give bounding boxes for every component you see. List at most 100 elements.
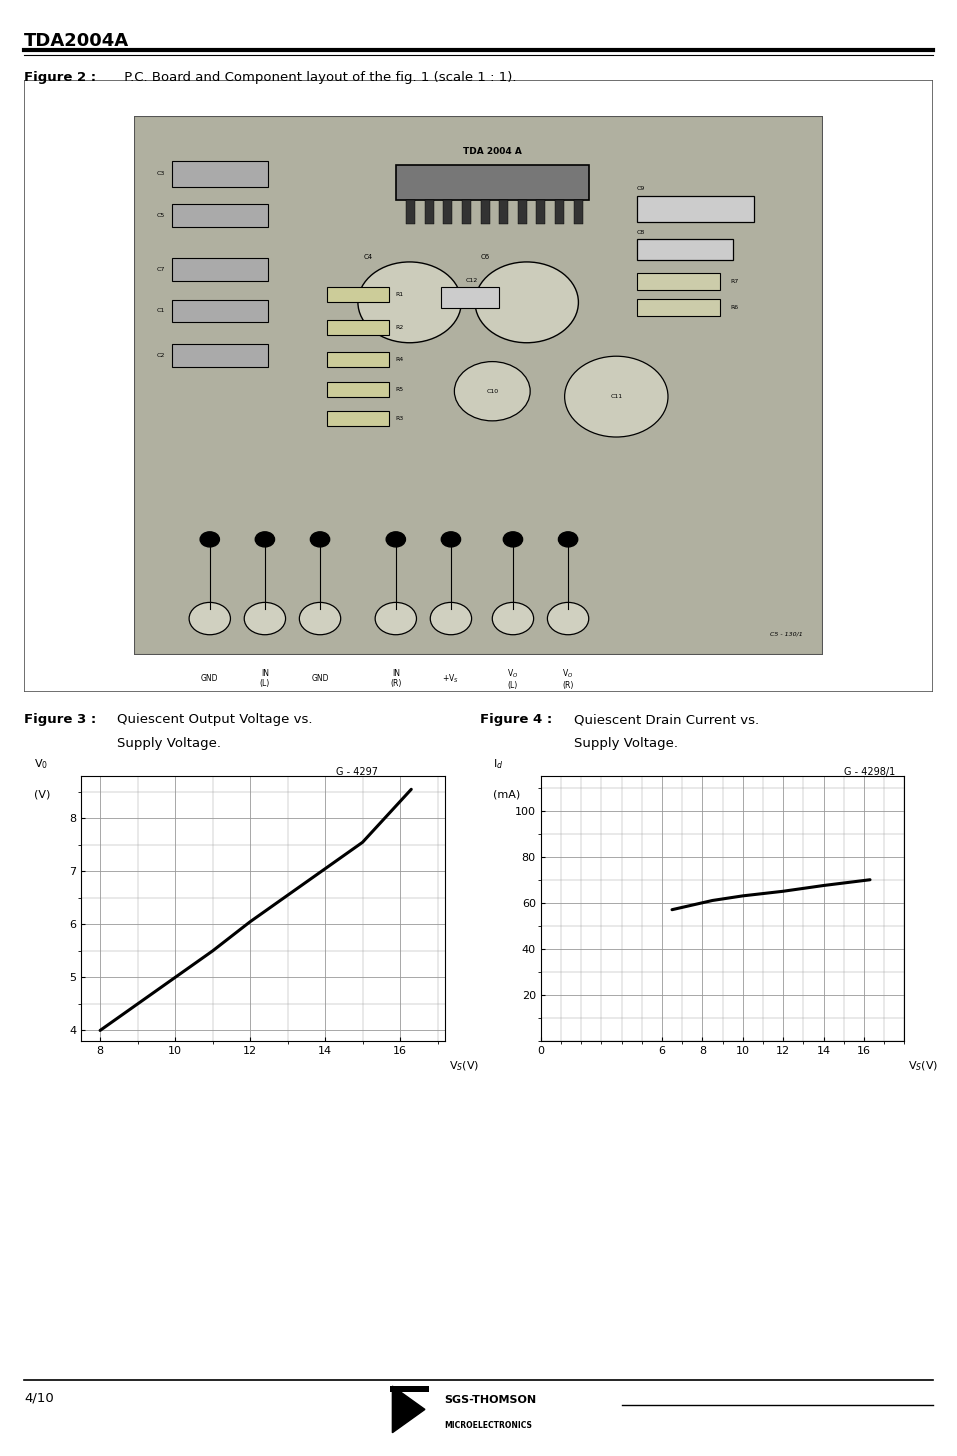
Point (259, 530, 271, 547)
Bar (480, 199, 490, 224)
Circle shape (300, 603, 341, 635)
Text: C8: C8 (637, 230, 645, 234)
Text: Quiescent Drain Current vs.: Quiescent Drain Current vs. (574, 713, 759, 727)
Bar (406, 199, 415, 224)
Point (390, 530, 402, 547)
Bar (172, 258, 268, 281)
Bar (172, 345, 268, 367)
Text: C9: C9 (637, 186, 645, 191)
Text: C5: C5 (157, 213, 165, 218)
Text: R6: R6 (730, 304, 738, 310)
Text: Figure 2 :: Figure 2 : (24, 71, 96, 84)
Point (314, 530, 325, 547)
Text: Supply Voltage.: Supply Voltage. (117, 737, 221, 750)
Bar (440, 287, 500, 307)
Text: I$_d$: I$_d$ (494, 757, 503, 770)
Text: R2: R2 (396, 325, 404, 329)
Point (563, 601, 574, 619)
Circle shape (256, 531, 275, 547)
Text: MICROELECTRONICS: MICROELECTRONICS (444, 1421, 532, 1430)
Point (204, 530, 215, 547)
Circle shape (559, 531, 578, 547)
Text: GND: GND (201, 674, 218, 683)
Polygon shape (392, 1386, 425, 1433)
Circle shape (431, 603, 472, 635)
Text: IN
(L): IN (L) (259, 668, 270, 689)
Bar (518, 199, 526, 224)
Circle shape (358, 262, 461, 342)
Bar (637, 195, 754, 221)
Text: C6: C6 (480, 253, 490, 259)
Point (445, 601, 456, 619)
Text: Supply Voltage.: Supply Voltage. (574, 737, 679, 750)
Text: C10: C10 (486, 389, 499, 393)
Text: R5: R5 (396, 387, 404, 392)
Circle shape (200, 531, 219, 547)
Bar (443, 199, 453, 224)
Circle shape (244, 603, 285, 635)
Text: R7: R7 (730, 280, 738, 284)
Text: C1: C1 (157, 309, 165, 313)
Circle shape (310, 531, 329, 547)
Text: R3: R3 (396, 416, 404, 421)
Circle shape (565, 357, 668, 437)
Text: Figure 3 :: Figure 3 : (24, 713, 96, 727)
Bar (327, 287, 389, 303)
Text: TDA2004A: TDA2004A (24, 32, 129, 50)
Circle shape (475, 262, 578, 342)
Text: C11: C11 (611, 395, 622, 399)
Text: Figure 4 :: Figure 4 : (480, 713, 552, 727)
Text: G - 4297: G - 4297 (336, 767, 378, 778)
Text: R1: R1 (396, 293, 404, 297)
Text: V$_O$
(R): V$_O$ (R) (563, 667, 574, 690)
Text: V$_S$(V): V$_S$(V) (449, 1060, 479, 1073)
Text: 4/10: 4/10 (24, 1392, 54, 1404)
Circle shape (375, 603, 416, 635)
Circle shape (455, 361, 530, 421)
Circle shape (547, 603, 589, 635)
Circle shape (492, 603, 534, 635)
Bar (172, 204, 268, 227)
Text: R4: R4 (396, 357, 404, 363)
Point (563, 530, 574, 547)
Bar (172, 160, 268, 186)
Bar (327, 319, 389, 335)
Bar (637, 272, 720, 290)
Circle shape (441, 531, 460, 547)
Text: P.C. Board and Component layout of the fig. 1 (scale 1 : 1).: P.C. Board and Component layout of the f… (120, 71, 516, 84)
Circle shape (189, 603, 231, 635)
Point (445, 530, 456, 547)
Text: +V$_S$: +V$_S$ (442, 673, 459, 684)
Point (314, 601, 325, 619)
Point (390, 601, 402, 619)
Circle shape (387, 531, 406, 547)
Bar (425, 199, 434, 224)
Bar (327, 352, 389, 367)
Text: C4: C4 (364, 253, 373, 259)
Text: V$_S$(V): V$_S$(V) (908, 1060, 939, 1073)
Point (507, 530, 519, 547)
Bar (327, 381, 389, 396)
Text: C3: C3 (157, 172, 165, 176)
Bar (390, 1386, 429, 1392)
Text: V$_O$
(L): V$_O$ (L) (507, 667, 519, 690)
Bar (462, 199, 471, 224)
Text: Quiescent Output Voltage vs.: Quiescent Output Voltage vs. (117, 713, 312, 727)
Bar (637, 298, 720, 316)
Circle shape (503, 531, 523, 547)
Text: C5 - 130/1: C5 - 130/1 (769, 630, 802, 636)
Text: G - 4298/1: G - 4298/1 (843, 767, 895, 778)
Bar (637, 239, 733, 261)
Text: SGS-THOMSON: SGS-THOMSON (444, 1395, 536, 1405)
Bar (536, 199, 545, 224)
Text: C7: C7 (157, 266, 165, 272)
Bar (573, 199, 583, 224)
Text: C12: C12 (465, 278, 478, 284)
Text: TDA 2004 A: TDA 2004 A (463, 147, 522, 156)
Text: C2: C2 (157, 354, 165, 358)
Text: (V): (V) (34, 789, 51, 799)
Text: GND: GND (311, 674, 329, 683)
Text: V$_0$: V$_0$ (34, 757, 48, 770)
Point (204, 601, 215, 619)
Point (259, 601, 271, 619)
